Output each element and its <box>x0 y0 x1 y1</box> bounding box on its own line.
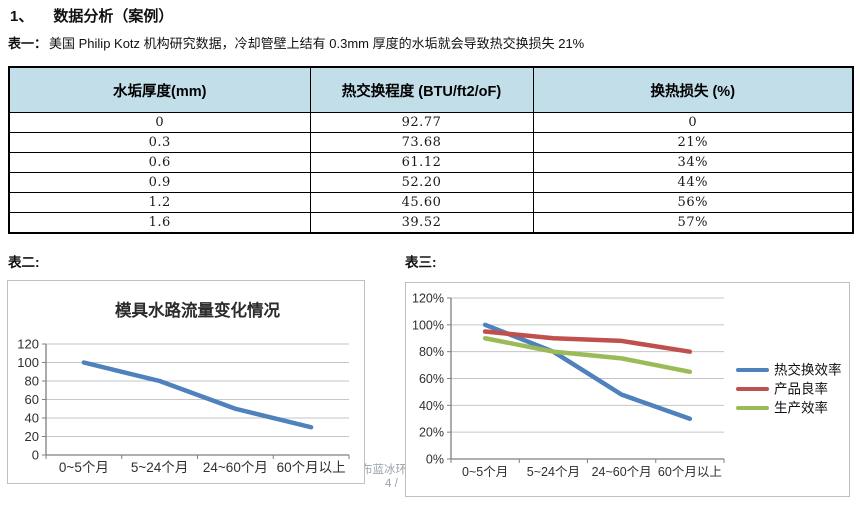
chart2-label: 表二: <box>8 255 40 270</box>
y-tick-label: 120 <box>17 337 39 352</box>
series-line <box>482 336 693 375</box>
table-cell: 0.9 <box>8 172 311 193</box>
efficiency-line-chart: 0% 20% 40% 60% 80% 100% 120% 0~5个月 5~24个月 24~60个月… <box>405 282 850 497</box>
x-category-label: 0~5个月 <box>59 460 109 475</box>
table-cell: 57% <box>532 212 854 234</box>
x-category-label: 0~5个月 <box>462 465 508 479</box>
table1-caption-prefix: 表一： <box>8 36 48 51</box>
table-cell: 1.2 <box>8 192 311 213</box>
table-cell: 1.6 <box>8 212 311 234</box>
table-cell: 44% <box>532 172 854 193</box>
y-tick-label: 20 <box>25 429 39 444</box>
page-title: 1、 数据分析（案例） <box>10 5 173 26</box>
x-category-label: 5~24个月 <box>131 460 188 475</box>
table1-col-header-2: 换热损失 (%) <box>532 66 854 113</box>
table-cell: 0 <box>8 112 311 133</box>
page-title-number: 1、 <box>10 8 34 25</box>
table-header-row: 水垢厚度(mm) 热交换程度 (BTU/ft2/oF) 换热损失 (%) <box>8 66 854 113</box>
x-category-label: 24~60个月 <box>592 465 652 479</box>
y-tick-label: 60 <box>25 392 39 407</box>
legend-label: 产品良率 <box>774 381 828 398</box>
table-cell: 52.20 <box>309 172 534 193</box>
page-number: 4 / <box>385 478 398 490</box>
series-line <box>81 360 314 430</box>
page-title-text: 数据分析（案例） <box>53 8 174 25</box>
y-tick-label: 40 <box>25 411 39 426</box>
y-tick-label: 0% <box>426 453 444 467</box>
watermark-text: 布蓝冰环 <box>361 464 407 476</box>
table-cell: 39.52 <box>309 212 534 234</box>
series-line <box>482 329 693 354</box>
y-tick-label: 100 <box>17 355 39 370</box>
table1-caption-text: 美国 Philip Kotz 机构研究数据，冷却管壁上结有 0.3mm 厚度的水… <box>49 36 585 51</box>
table-cell: 0.6 <box>8 152 311 173</box>
table1-col-header-1: 热交换程度 (BTU/ft2/oF) <box>309 66 534 113</box>
table1-col-header-0: 水垢厚度(mm) <box>8 66 311 113</box>
table-cell: 0.3 <box>8 132 311 153</box>
table-row: 0.3 73.68 21% <box>8 132 854 153</box>
table-cell: 45.60 <box>309 192 534 213</box>
table-row: 0.9 52.20 44% <box>8 172 854 193</box>
table-row: 0.6 61.12 34% <box>8 152 854 173</box>
table-cell: 34% <box>532 152 854 173</box>
table-row: 0 92.77 0 <box>8 112 854 133</box>
y-tick-label: 40% <box>419 399 444 413</box>
table-cell: 0 <box>532 112 854 133</box>
table-cell: 92.77 <box>309 112 534 133</box>
scale-thickness-table: 水垢厚度(mm) 热交换程度 (BTU/ft2/oF) 换热损失 (%) 0 92.7… <box>8 66 854 234</box>
y-tick-label: 80 <box>25 374 39 389</box>
line-chart-svg: 0 20 40 60 80 100 120 0~5个月 5~24个月 24~60个月 60个月以上 模… <box>17 300 350 475</box>
line-chart-svg: 0% 20% 40% 60% 80% 100% 120% 0~5个月 5~24个月 24~60个月… <box>412 292 842 480</box>
table1-caption: 表一： 美国 Philip Kotz 机构研究数据，冷却管壁上结有 0.3mm 厚… <box>8 33 584 52</box>
table-cell: 56% <box>532 192 854 213</box>
legend-label: 热交换效率 <box>774 362 842 379</box>
table-row: 1.6 39.52 57% <box>8 212 854 234</box>
x-category-label: 60个月以上 <box>658 465 722 479</box>
legend-label: 生产效率 <box>774 400 828 417</box>
y-tick-label: 60% <box>419 372 444 386</box>
y-tick-label: 100% <box>412 318 444 332</box>
x-category-label: 60个月以上 <box>277 460 346 475</box>
y-tick-label: 80% <box>419 345 444 359</box>
x-category-label: 24~60个月 <box>203 460 268 475</box>
x-category-label: 5~24个月 <box>527 465 580 479</box>
y-tick-label: 0 <box>32 448 39 463</box>
chart3-label: 表三: <box>405 255 437 270</box>
table-row: 1.2 45.60 56% <box>8 192 854 213</box>
y-tick-label: 120% <box>412 292 444 306</box>
chart-title: 模具水路流量变化情况 <box>115 300 281 320</box>
series-line <box>482 322 693 421</box>
flow-rate-line-chart: 0 20 40 60 80 100 120 0~5个月 5~24个月 24~60个月 60个月以上 模… <box>7 280 365 484</box>
y-tick-label: 20% <box>419 426 444 440</box>
table-cell: 73.68 <box>309 132 534 153</box>
table-cell: 21% <box>532 132 854 153</box>
table-cell: 61.12 <box>309 152 534 173</box>
